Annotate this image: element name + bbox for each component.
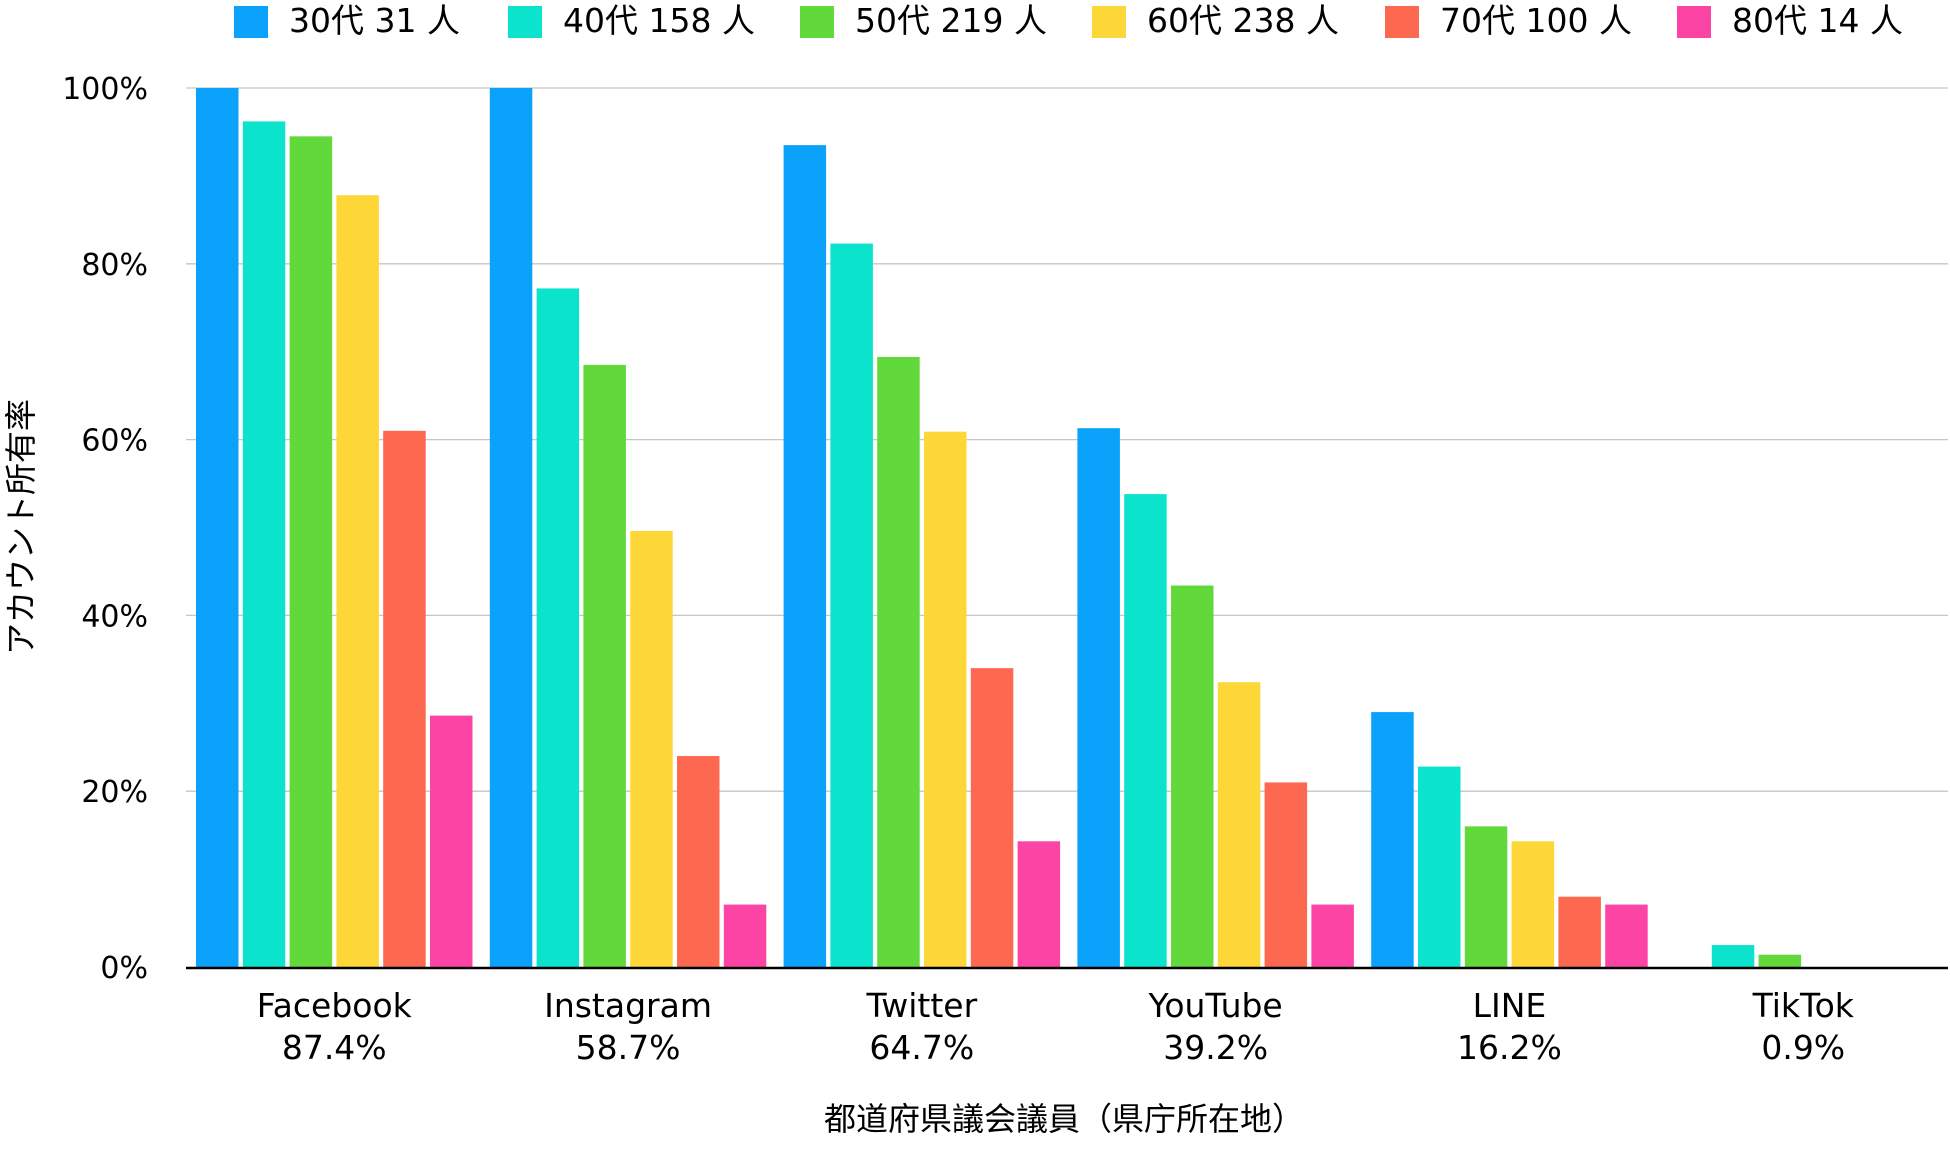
bar <box>1171 585 1214 967</box>
legend-item: 80代 14 人 <box>1677 1 1903 40</box>
bar <box>536 288 580 967</box>
legend-item: 70代 100 人 <box>1385 1 1632 40</box>
bar <box>583 364 626 967</box>
bar <box>489 88 533 967</box>
y-tick-label: 80% <box>81 248 148 283</box>
x-tick-label: Instagram <box>544 986 712 1025</box>
bar <box>783 145 827 967</box>
category-total-label: 16.2% <box>1457 1028 1562 1067</box>
bar <box>1017 841 1061 967</box>
category-total-label: 58.7% <box>576 1028 681 1067</box>
bar <box>1711 945 1755 967</box>
bar <box>924 431 967 968</box>
x-tick-label: Twitter <box>866 986 978 1025</box>
bar <box>970 668 1014 967</box>
legend-item: 30代 31 人 <box>234 1 460 40</box>
x-tick-label: TikTok <box>1752 986 1855 1025</box>
x-tick-label: Facebook <box>257 986 413 1025</box>
legend-swatch <box>1677 6 1711 38</box>
bar <box>430 715 473 967</box>
legend-item: 60代 238 人 <box>1092 1 1339 40</box>
bar <box>1558 896 1601 967</box>
bar <box>830 243 873 967</box>
legend-swatch <box>508 6 542 38</box>
legend-label: 30代 31 人 <box>289 1 460 40</box>
legend: 30代 31 人 40代 158 人 50代 219 人 60代 238 人 70代 1… <box>234 1 1903 40</box>
y-tick-label: 40% <box>81 599 148 634</box>
bar <box>196 88 239 967</box>
legend-swatch <box>234 6 268 38</box>
bar <box>1264 782 1308 967</box>
bar <box>242 121 286 968</box>
grid <box>186 87 1948 792</box>
legend-label: 60代 238 人 <box>1147 1 1339 40</box>
legend-swatch <box>1385 6 1419 38</box>
bars <box>196 88 1802 968</box>
y-tick-label: 100% <box>62 72 148 107</box>
bar <box>1371 712 1414 967</box>
legend-item: 50代 219 人 <box>800 1 1047 40</box>
bar <box>1077 428 1120 968</box>
legend-label: 40代 158 人 <box>563 1 755 40</box>
y-tick-label: 60% <box>81 424 148 459</box>
bar <box>1217 682 1261 967</box>
bar <box>383 430 426 967</box>
bar <box>289 136 333 968</box>
x-tick-label: YouTube <box>1148 986 1283 1025</box>
legend-label: 80代 14 人 <box>1732 1 1903 40</box>
legend-item: 40代 158 人 <box>508 1 755 40</box>
bar <box>630 531 673 967</box>
legend-swatch <box>1092 6 1126 38</box>
y-tick-label: 20% <box>81 775 148 810</box>
bar <box>1511 841 1555 967</box>
bar <box>1758 954 1802 967</box>
y-axis: 0% 20% 40% 60% 80% 100% <box>62 72 148 986</box>
bar <box>1464 826 1508 967</box>
y-tick-label: 0% <box>100 951 148 986</box>
category-total-label: 0.9% <box>1761 1028 1845 1067</box>
bar <box>1418 766 1461 967</box>
legend-label: 50代 219 人 <box>855 1 1047 40</box>
bar <box>877 356 920 967</box>
bar <box>1311 904 1354 967</box>
bar <box>723 904 767 967</box>
x-tick-label: LINE <box>1473 986 1547 1025</box>
x-axis-title: 都道府県議会議員（県庁所在地） <box>824 1100 1304 1138</box>
legend-swatch <box>800 6 834 38</box>
category-total-label: 87.4% <box>282 1028 387 1067</box>
legend-label: 70代 100 人 <box>1440 1 1632 40</box>
bar <box>1605 904 1648 967</box>
y-axis-title: アカウント所有率 <box>2 399 40 655</box>
category-total-label: 64.7% <box>869 1028 974 1067</box>
category-total-label: 39.2% <box>1163 1028 1268 1067</box>
bar <box>336 195 379 967</box>
bar <box>1124 494 1167 967</box>
bar <box>677 756 720 967</box>
